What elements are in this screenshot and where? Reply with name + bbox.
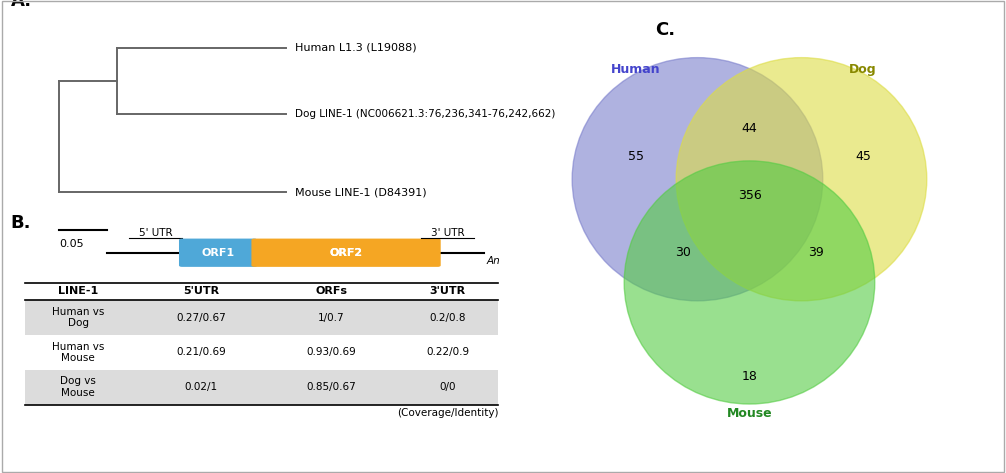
Text: ORF2: ORF2 (330, 248, 362, 258)
Text: 0.27/0.67: 0.27/0.67 (176, 313, 226, 323)
Text: Dog: Dog (849, 62, 877, 76)
Text: 30: 30 (675, 246, 691, 259)
Text: 1/0.7: 1/0.7 (318, 313, 345, 323)
Text: 0.02/1: 0.02/1 (185, 382, 217, 392)
Text: 0.05: 0.05 (58, 239, 83, 249)
Text: 0.85/0.67: 0.85/0.67 (307, 382, 356, 392)
Text: 356: 356 (737, 189, 762, 202)
Text: (Coverage/Identity): (Coverage/Identity) (396, 408, 498, 418)
Text: 0.22/0.9: 0.22/0.9 (426, 347, 469, 358)
Text: Human L1.3 (L19088): Human L1.3 (L19088) (296, 43, 416, 53)
Text: Dog LINE-1 (NC006621.3:76,236,341-76,242,662): Dog LINE-1 (NC006621.3:76,236,341-76,242… (296, 109, 555, 119)
Text: C.: C. (655, 21, 675, 39)
Text: B.: B. (10, 214, 31, 232)
Text: 55: 55 (628, 150, 644, 163)
Text: ORFs: ORFs (316, 286, 348, 296)
Text: Human vs
Dog: Human vs Dog (52, 307, 105, 328)
Text: Mouse LINE-1 (D84391): Mouse LINE-1 (D84391) (296, 187, 427, 197)
Text: Dog vs
Mouse: Dog vs Mouse (60, 377, 96, 398)
Text: An: An (486, 256, 500, 266)
Text: ORF2: ORF2 (330, 248, 362, 258)
Text: 44: 44 (741, 122, 758, 135)
Bar (25, 370, 498, 404)
Circle shape (624, 161, 875, 404)
FancyBboxPatch shape (252, 238, 441, 267)
Bar (25, 300, 498, 335)
Text: 3'UTR: 3'UTR (430, 286, 466, 296)
Text: 39: 39 (808, 246, 824, 259)
Text: Human: Human (612, 62, 661, 76)
Text: A.: A. (10, 0, 31, 10)
Text: 5' UTR: 5' UTR (139, 228, 172, 237)
Text: 0.21/0.69: 0.21/0.69 (176, 347, 226, 358)
Text: Mouse: Mouse (726, 407, 773, 420)
Text: 0.2/0.8: 0.2/0.8 (430, 313, 466, 323)
Text: 18: 18 (741, 370, 758, 383)
Circle shape (572, 58, 823, 301)
Text: 5'UTR: 5'UTR (183, 286, 219, 296)
Circle shape (676, 58, 927, 301)
Text: LINE-1: LINE-1 (58, 286, 99, 296)
Text: 45: 45 (855, 150, 871, 163)
Text: 0/0: 0/0 (440, 382, 456, 392)
Text: 3' UTR: 3' UTR (431, 228, 465, 237)
FancyBboxPatch shape (179, 238, 258, 267)
Text: Human vs
Mouse: Human vs Mouse (52, 342, 105, 363)
Text: ORF1: ORF1 (201, 248, 234, 258)
Text: 0.93/0.69: 0.93/0.69 (307, 347, 356, 358)
